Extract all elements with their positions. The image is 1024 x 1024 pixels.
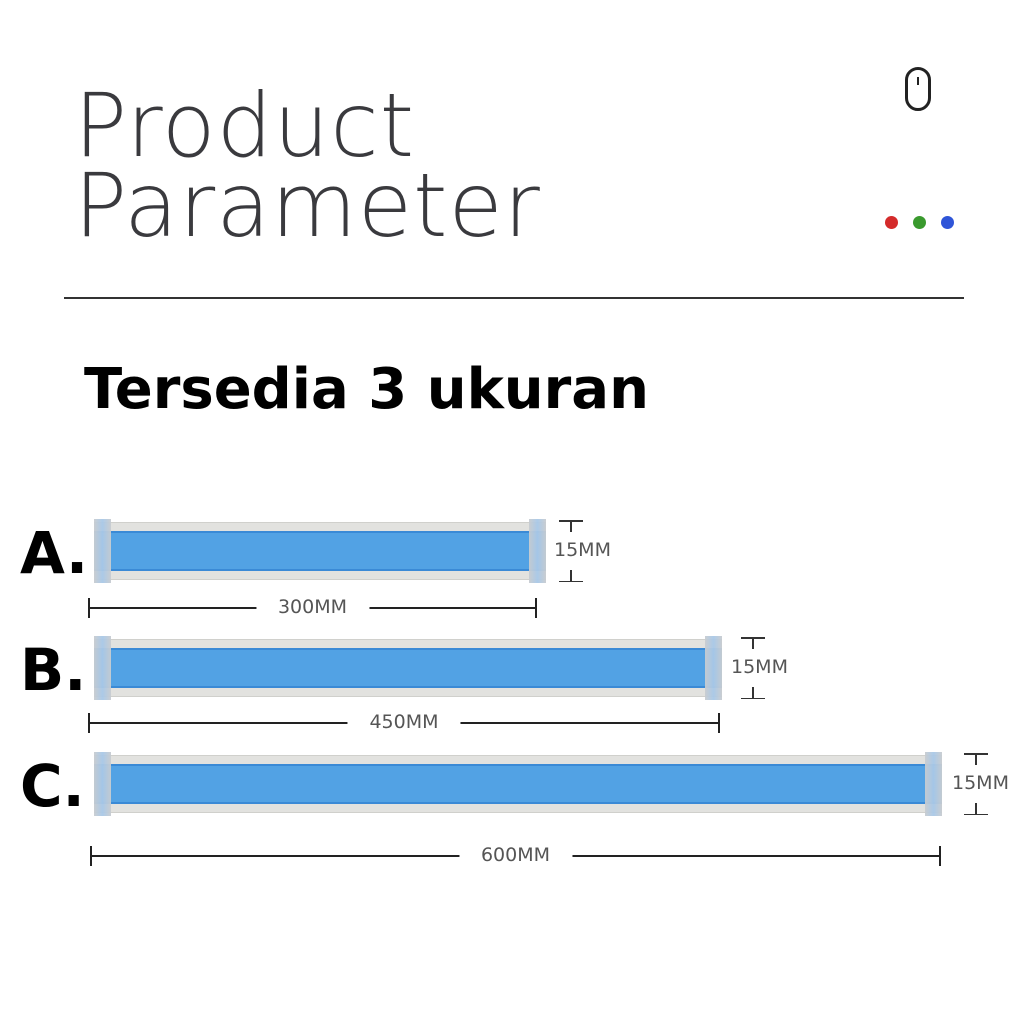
length-label: 600MM [458, 844, 573, 866]
end-cap-left [94, 519, 111, 583]
tube-graphic [94, 519, 546, 583]
end-cap-right [529, 519, 546, 583]
green-dot-icon [913, 216, 926, 229]
height-marker [964, 753, 988, 815]
height-marker [559, 520, 583, 582]
length-dimension-line: 300MM [88, 596, 537, 618]
mouse-icon [905, 67, 931, 111]
size-letter: B. [20, 636, 87, 704]
title-line-1: Product [74, 74, 416, 177]
end-cap-left [94, 636, 111, 700]
size-letter: C. [20, 752, 85, 820]
end-cap-right [705, 636, 722, 700]
blue-dot-icon [941, 216, 954, 229]
height-marker [741, 637, 765, 699]
divider [64, 297, 964, 299]
red-dot-icon [885, 216, 898, 229]
tube-light [94, 531, 546, 571]
height-label: 15MM [731, 656, 788, 678]
title-line-2: Parameter [74, 154, 541, 257]
length-label: 300MM [255, 596, 370, 618]
tube-light [94, 764, 942, 804]
length-label: 450MM [347, 711, 461, 733]
length-dimension-line: 450MM [88, 711, 720, 733]
size-letter: A. [20, 519, 88, 587]
end-cap-left [94, 752, 111, 816]
end-cap-right [925, 752, 942, 816]
tube-light [94, 648, 722, 688]
length-dimension-line: 600MM [90, 844, 941, 866]
height-label: 15MM [554, 539, 611, 561]
tube-graphic [94, 636, 722, 700]
tube-graphic [94, 752, 942, 816]
height-label: 15MM [952, 772, 1009, 794]
subtitle: Tersedia 3 ukuran [84, 357, 649, 422]
